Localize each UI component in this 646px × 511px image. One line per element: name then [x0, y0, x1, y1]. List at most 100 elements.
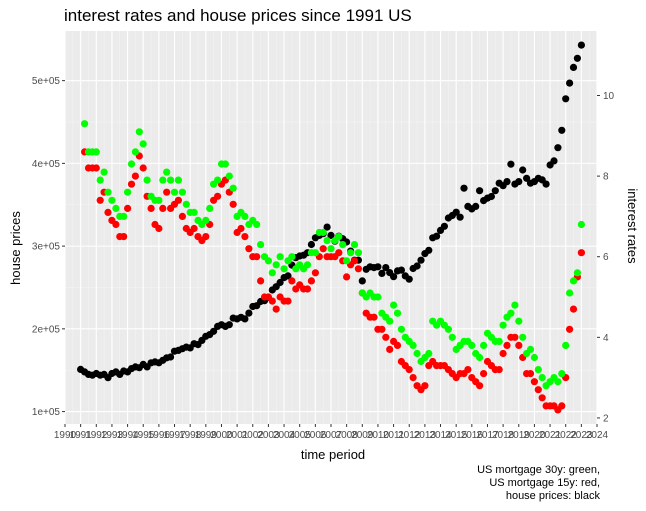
mortgage-30y-point	[190, 208, 198, 216]
mortgage-30y-point	[127, 160, 136, 168]
house-price-point	[433, 232, 441, 240]
x-tick-label: 2008	[336, 430, 359, 441]
house-price-point	[390, 273, 398, 281]
house-price-point	[225, 321, 233, 329]
x-tick-label: 2021	[539, 430, 562, 441]
x-tick-label: 1999	[195, 430, 218, 441]
mortgage-30y-point	[538, 374, 546, 382]
house-price-point	[503, 178, 511, 186]
mortgage-15y-point	[92, 164, 100, 172]
right-tick-label: 6	[603, 252, 609, 263]
mortgage-30y-point	[155, 196, 163, 204]
mortgage-15y-point	[393, 341, 402, 349]
mortgage-15y-point	[303, 285, 312, 293]
mortgage-30y-point	[374, 293, 382, 301]
house-price-point	[276, 278, 284, 287]
house-price-point	[519, 166, 527, 174]
mortgage-30y-point	[131, 148, 139, 156]
mortgage-15y-point	[124, 204, 132, 212]
mortgage-15y-point	[159, 204, 167, 212]
caption: US mortgage 30y: green, US mortgage 15y:…	[477, 464, 600, 503]
mortgage-30y-point	[202, 216, 210, 224]
mortgage-30y-point	[577, 220, 586, 229]
left-axis-label: house prices	[8, 211, 23, 285]
mortgage-30y-point	[100, 168, 108, 176]
house-price-point	[440, 222, 448, 230]
mortgage-30y-point	[569, 277, 578, 285]
minor-gridlines	[65, 31, 597, 424]
house-price-point	[307, 240, 315, 249]
mortgage-15y-point	[511, 333, 519, 341]
x-tick-label: 2001	[226, 430, 249, 441]
mortgage-30y-point	[507, 309, 515, 317]
mortgage-15y-point	[495, 366, 503, 374]
x-tick-label: 2017	[476, 430, 499, 441]
mortgage-15y-point	[343, 273, 351, 281]
right-axis-label: interest rates	[625, 188, 640, 264]
mortgage-30y-point	[253, 220, 261, 229]
x-tick-label: 2009	[351, 430, 374, 441]
mortgage-15y-point	[112, 220, 120, 229]
mortgage-15y-point	[174, 196, 182, 204]
mortgage-30y-point	[319, 228, 327, 237]
mortgage-15y-point	[257, 277, 265, 285]
x-tick-label: 2018	[492, 430, 515, 441]
x-tick-label: 2015	[445, 430, 468, 441]
mortgage-30y-point	[182, 200, 190, 208]
mortgage-30y-point	[159, 176, 167, 184]
mortgage-15y-point	[190, 224, 198, 233]
x-tick-label: 2006	[304, 430, 327, 441]
mortgage-15y-point	[268, 297, 276, 305]
mortgage-30y-point	[276, 253, 284, 261]
house-price-point	[358, 277, 366, 285]
mortgage-30y-point	[167, 176, 175, 184]
mortgage-15y-point	[163, 188, 171, 196]
mortgage-30y-point	[476, 353, 484, 362]
x-tick-label: 2020	[523, 430, 546, 441]
left-tick-label: 2e+05	[32, 324, 61, 335]
mortgage-15y-point	[370, 313, 378, 321]
house-price-point	[413, 262, 421, 270]
left-tick-label: 5e+05	[32, 76, 61, 87]
house-price-point	[378, 269, 386, 277]
x-tick-label: 1996	[148, 430, 171, 441]
x-tick-label: 1990	[54, 430, 77, 441]
right-axis: 2 4 6 8 10	[597, 91, 615, 424]
left-tick-label: 1e+05	[32, 407, 61, 418]
mortgage-15y-point	[241, 233, 249, 241]
mortgage-30y-point	[268, 269, 276, 277]
mortgage-30y-point	[444, 325, 452, 333]
mortgage-30y-point	[280, 265, 288, 273]
house-price-point	[417, 256, 425, 264]
mortgage-30y-point	[135, 128, 143, 136]
mortgage-15y-point	[155, 224, 163, 233]
mortgage-15y-point	[382, 333, 390, 341]
caption-line-2: US mortgage 15y: red,	[489, 477, 600, 489]
house-price-point	[542, 180, 550, 188]
x-tick-label: 1993	[101, 430, 124, 441]
mortgage-30y-point	[558, 370, 566, 378]
mortgage-15y-point	[378, 325, 386, 333]
x-tick-label: 2019	[508, 430, 531, 441]
house-price-point	[210, 327, 218, 335]
mortgage-15y-point	[405, 366, 413, 374]
x-tick-label: 2004	[273, 430, 296, 441]
x-tick-label: 1995	[132, 430, 155, 441]
mortgage-30y-point	[515, 317, 523, 325]
mortgage-30y-point	[390, 301, 398, 309]
mortgage-30y-point	[272, 261, 280, 269]
house-price-point	[491, 187, 499, 195]
mortgage-30y-point	[112, 204, 120, 212]
mortgage-15y-point	[569, 305, 578, 313]
x-tick-label: 1994	[116, 430, 139, 441]
mortgage-15y-point	[421, 382, 429, 390]
house-price-point	[374, 263, 382, 271]
mortgage-30y-point	[343, 257, 351, 265]
mortgage-30y-point	[468, 341, 476, 349]
house-price-point	[405, 275, 413, 283]
mortgage-30y-point	[511, 301, 519, 309]
x-tick-label: 2014	[429, 430, 452, 441]
mortgage-15y-point	[229, 200, 237, 208]
house-price-point	[382, 264, 390, 272]
house-price-point	[167, 353, 175, 361]
